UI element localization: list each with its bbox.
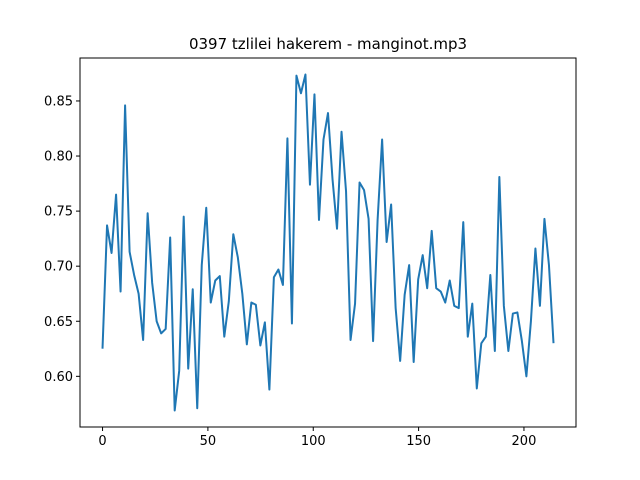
- y-tick-label: 0.65: [44, 315, 73, 330]
- x-axis: 0 50 100 150 200: [98, 427, 536, 449]
- y-tick-label: 0.75: [44, 205, 73, 220]
- plot-area: [101, 73, 555, 412]
- x-tick-label: 200: [512, 434, 537, 449]
- x-tick-label: 50: [200, 434, 217, 449]
- x-tick-label: 150: [406, 434, 431, 449]
- chart-title: 0397 tzlilei hakerem - manginot.mp3: [189, 35, 467, 53]
- x-tick-label: 100: [301, 434, 326, 449]
- plot-frame: [79, 57, 577, 428]
- y-tick-label: 0.60: [44, 370, 73, 385]
- y-tick-label: 0.85: [44, 94, 73, 109]
- y-tick-label: 0.80: [44, 150, 73, 165]
- y-tick-label: 0.70: [44, 260, 73, 275]
- y-axis: 0.60 0.65 0.70 0.75 0.80 0.85: [44, 94, 80, 385]
- x-tick-label: 0: [98, 434, 106, 449]
